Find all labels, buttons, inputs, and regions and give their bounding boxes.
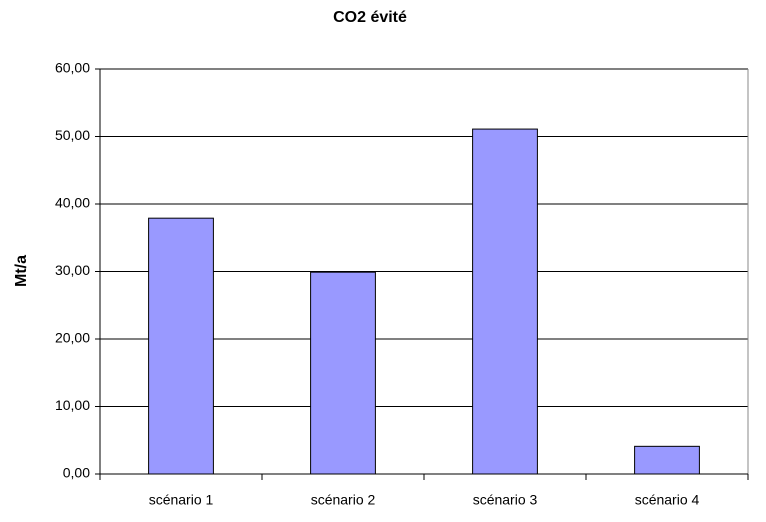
y-tick-label: 0,00 [63, 465, 90, 481]
y-tick-label: 20,00 [55, 330, 90, 346]
bar [472, 128, 538, 475]
bar [148, 217, 214, 475]
bar [310, 271, 376, 475]
y-tick-label: 60,00 [55, 60, 90, 76]
y-axis-label: Mt/a [13, 255, 30, 287]
y-tick-label: 30,00 [55, 262, 90, 278]
x-tick-label: scénario 1 [149, 492, 214, 508]
bar [634, 445, 700, 475]
y-tick-label: 50,00 [55, 127, 90, 143]
chart-title: CO2 évité [333, 9, 407, 26]
x-tick-label: scénario 2 [311, 492, 376, 508]
x-tick-label: scénario 3 [473, 492, 538, 508]
x-tick-label: scénario 4 [635, 492, 700, 508]
y-tick-label: 10,00 [55, 397, 90, 413]
y-tick-label: 40,00 [55, 195, 90, 211]
